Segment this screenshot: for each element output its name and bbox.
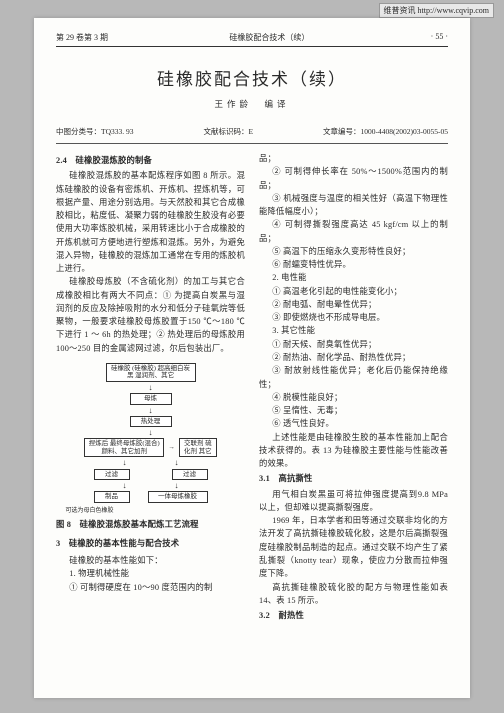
right-column: 品； ② 可制得伸长率在 50%～1500%范围内的制品； ③ 机械强度与温度的… bbox=[259, 152, 448, 624]
paper-title: 硅橡胶配合技术（续） bbox=[56, 65, 448, 90]
ri-12: ③ 耐放射线性能优异；老化后仍能保持绝缘性； bbox=[259, 364, 448, 391]
article-id: 文章编号：1000-4408(2002)03-0055-05 bbox=[323, 126, 448, 137]
ri-9: 3. 其它性能 bbox=[259, 324, 448, 337]
ri-6: ① 高温老化引起的电性能变化小； bbox=[259, 285, 448, 298]
ri-10: ① 耐天候、耐臭氧性优异； bbox=[259, 338, 448, 351]
flowchart-fig8: 硅橡胶 (硅橡胶) 超高细白炭黑 湿润剂、其它 ↓ 母炼 ↓ 热处理 ↓ 捏炼后… bbox=[66, 363, 236, 514]
ri-1: ③ 机械强度与温度的相关性好（高温下物理性能降低幅度小）； bbox=[259, 192, 448, 219]
item-1: 1. 物理机械性能 bbox=[56, 567, 245, 580]
class-code: 中图分类号：TQ333. 93 bbox=[56, 126, 134, 137]
header-center: 硅橡胶配合技术（续） bbox=[229, 32, 309, 43]
flow-box-whole: 一体母炼橡胶 bbox=[148, 491, 208, 502]
para-l2: 硅橡胶母炼胶（不含硫化剂）的加工与其它合成橡胶相比有两大不同点：① 为提高白炭黑… bbox=[56, 275, 245, 355]
flow-box-mother: 母炼 bbox=[130, 393, 172, 404]
header-right: · 55 · bbox=[431, 32, 448, 43]
para-r6: 1969 年，日本学者和田等通过交联非均化的方法开发了高抗撕硅橡胶硫化胶，这是尔… bbox=[259, 514, 448, 580]
arrow-icon: ↓ bbox=[66, 384, 236, 391]
arrow-icon: ↓ bbox=[123, 482, 127, 489]
arrow-icon: ↓ bbox=[66, 429, 236, 436]
heading-3-1: 3.1 高抗撕性 bbox=[259, 472, 448, 485]
flow-box-materials: 硅橡胶 (硅橡胶) 超高细白炭黑 湿润剂、其它 bbox=[106, 363, 196, 382]
para-l1: 硅橡胶混炼胶的基本配炼程序如图 8 所示。混炼硅橡胶的设备有密炼机、开炼机、捏炼… bbox=[56, 169, 245, 275]
flow-box-product: 制品 bbox=[94, 491, 130, 502]
ri-0: ② 可制得伸长率在 50%～1500%范围内的制品； bbox=[259, 165, 448, 192]
flow-box-filter1: 过滤 bbox=[94, 469, 130, 480]
left-column: 2.4 硅橡胶混炼胶的制备 硅橡胶混炼胶的基本配炼程序如图 8 所示。混炼硅橡胶… bbox=[56, 152, 245, 624]
doc-code: 文献标识码：E bbox=[203, 126, 253, 137]
ri-8: ③ 即使燃烧也不形成导电层。 bbox=[259, 311, 448, 324]
heading-3-2: 3.2 耐热性 bbox=[259, 609, 448, 622]
flow-box-crosslink: 交联剂 硫化剂 其它 bbox=[179, 438, 217, 457]
arrow-icon: ↓ bbox=[66, 407, 236, 414]
arrow-icon: ↓ bbox=[123, 459, 127, 466]
page-header: 第 29 卷第 3 期 硅橡胶配合技术（续） · 55 · bbox=[56, 32, 448, 47]
flow-box-heat: 热处理 bbox=[130, 416, 172, 427]
ri-3: ⑤ 高温下的压缩永久变形特性良好； bbox=[259, 245, 448, 258]
watermark-badge: 维普资讯 http://www.cqvip.com bbox=[379, 3, 494, 18]
figure8-caption: 图 8 硅橡胶混炼胶基本配炼工艺流程 bbox=[56, 518, 245, 531]
ri-2: ④ 可制得撕裂强度高达 45 kgf/cm 以上的制品； bbox=[259, 218, 448, 245]
heading-3: 3 硅橡胶的基本性能与配合技术 bbox=[56, 537, 245, 550]
ri-4: ⑥ 耐蠕变特性优异。 bbox=[259, 258, 448, 271]
flow-box-mix: 捏炼后 最终母炼胶(混合) 颜料、其它加剂 bbox=[84, 438, 164, 457]
para-r0: 品； bbox=[259, 152, 448, 165]
heading-2-4: 2.4 硅橡胶混炼胶的制备 bbox=[56, 154, 245, 167]
ri-14: ⑤ 呈惰性、无毒； bbox=[259, 404, 448, 417]
arrow-icon: ↓ bbox=[175, 459, 179, 466]
ri-15: ⑥ 透气性良好。 bbox=[259, 417, 448, 430]
flow-note: 可选为母白色橡胶 bbox=[66, 505, 236, 514]
paper-author: 王作龄 编译 bbox=[56, 98, 448, 110]
para-l3: 硅橡胶的基本性能如下： bbox=[56, 554, 245, 567]
two-column-body: 2.4 硅橡胶混炼胶的制备 硅橡胶混炼胶的基本配炼程序如图 8 所示。混炼硅橡胶… bbox=[56, 152, 448, 624]
header-left: 第 29 卷第 3 期 bbox=[56, 32, 108, 43]
arrow-icon: ↓ bbox=[175, 482, 179, 489]
ri-7: ② 耐电弧、耐电晕性优异； bbox=[259, 298, 448, 311]
arrow-icon: → bbox=[168, 444, 175, 451]
ri-11: ② 耐热油、耐化学品、耐热性优异； bbox=[259, 351, 448, 364]
flow-box-filter2: 过滤 bbox=[172, 469, 208, 480]
para-r4: 上述性能是由硅橡胶生胶的基本性能加上配合技术获得的。表 13 为硅橡胶主要性能与… bbox=[259, 431, 448, 471]
classification-row: 中图分类号：TQ333. 93 文献标识码：E 文章编号：1000-4408(2… bbox=[56, 126, 448, 144]
page-container: 第 29 卷第 3 期 硅橡胶配合技术（续） · 55 · 硅橡胶配合技术（续）… bbox=[34, 18, 470, 698]
ri-13: ④ 脱模性能良好； bbox=[259, 391, 448, 404]
para-r5: 用气相白炭黑虽可将拉伸强度提高到9.8 MPa 以上，但却难以提高撕裂强度。 bbox=[259, 488, 448, 515]
item-1-1: ① 可制得硬度在 10～90 度范围内的制 bbox=[56, 581, 245, 594]
ri-5: 2. 电性能 bbox=[259, 271, 448, 284]
para-r7: 高抗撕硅橡胶硫化胶的配方与物理性能如表 14、表 15 所示。 bbox=[259, 581, 448, 608]
